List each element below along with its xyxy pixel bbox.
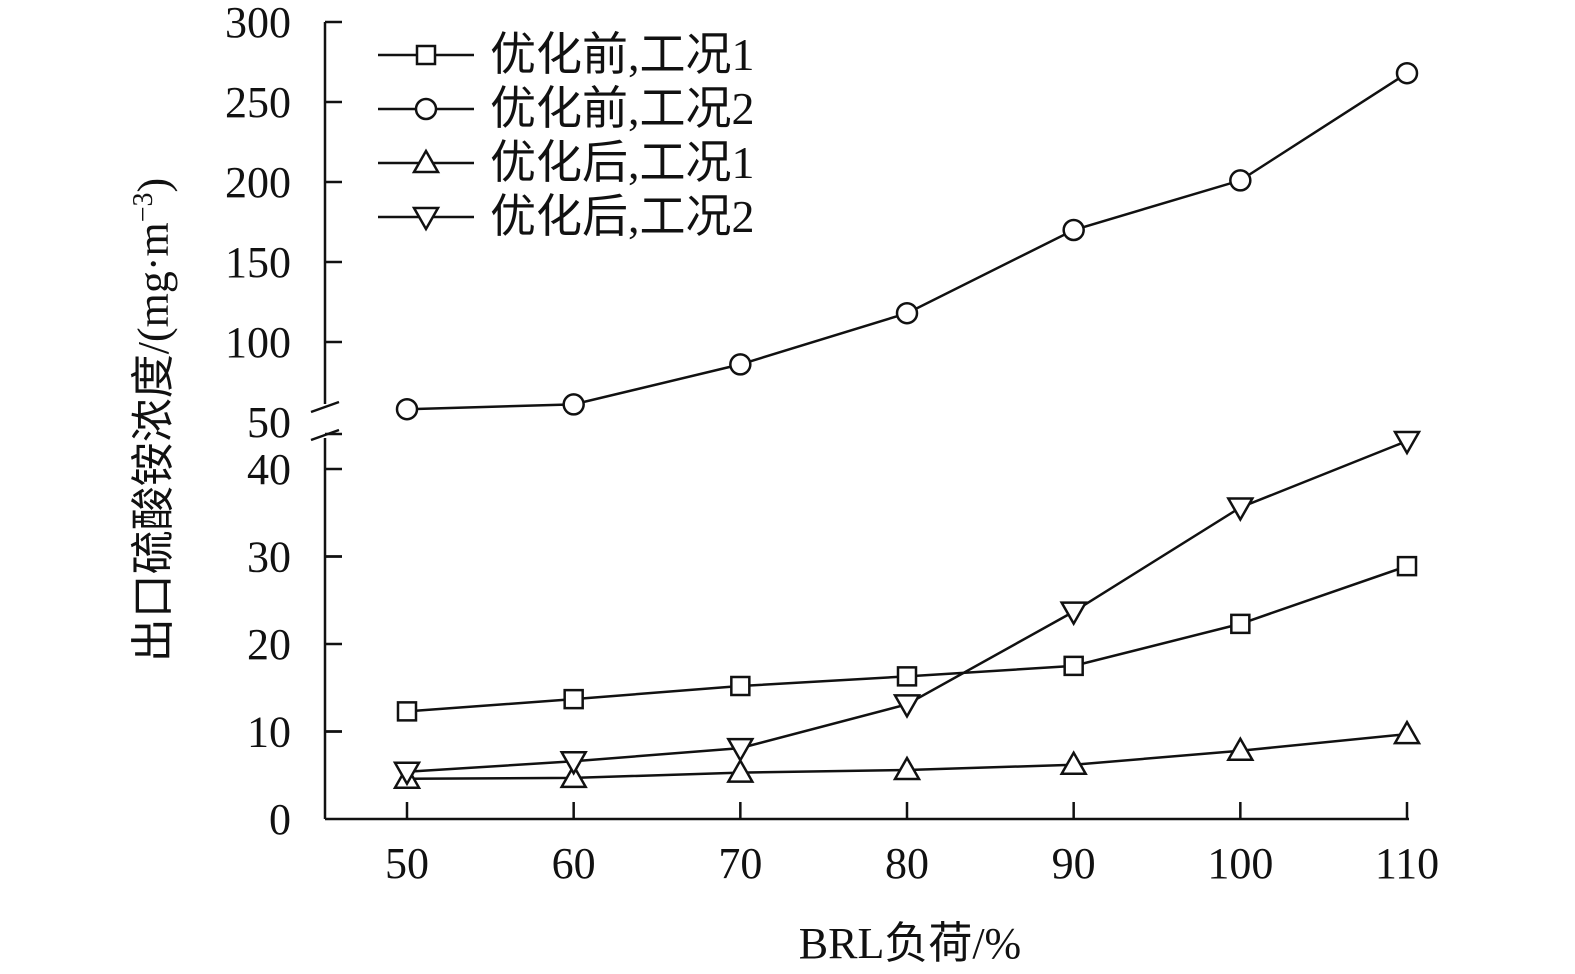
- data-point-circle: [1229, 169, 1252, 192]
- x-tick-label: 60: [552, 839, 596, 888]
- y-tick-label: 10: [247, 708, 291, 757]
- x-axis-title: BRL负荷/%: [799, 919, 1021, 968]
- legend-marker-triangle-down: [411, 206, 441, 232]
- legend-label: 优化后,工况2: [490, 191, 755, 242]
- legend-label: 优化前,工况1: [490, 29, 755, 80]
- data-point-triangle-up: [892, 755, 922, 781]
- y-axis-title-main: 出口硫酸铵浓度/(mg·m: [129, 222, 178, 662]
- data-point-triangle-up: [1392, 719, 1422, 745]
- data-point-circle: [395, 397, 419, 421]
- data-point-triangle-up: [726, 758, 755, 783]
- x-tick-label: 100: [1207, 839, 1273, 888]
- data-point-square: [396, 701, 418, 722]
- x-tick-label: 70: [718, 839, 762, 888]
- x-tick-label: 90: [1052, 839, 1096, 888]
- data-point-square: [896, 666, 918, 687]
- legend-item: 优化前,工况1: [378, 29, 755, 80]
- y-tick-label: 50: [247, 398, 291, 447]
- legend-marker-triangle-up: [411, 148, 441, 174]
- legend-label: 优化前,工况2: [490, 83, 755, 134]
- legend-item: 优化后,工况1: [378, 137, 755, 188]
- x-tick-label: 80: [885, 839, 929, 888]
- data-point-triangle-down: [892, 694, 922, 719]
- series-3: [392, 719, 1422, 789]
- data-point-triangle-down: [1059, 601, 1088, 627]
- data-point-circle: [1395, 61, 1419, 85]
- y-tick-label: 40: [247, 445, 291, 494]
- y-axis-title-close: ): [129, 178, 178, 193]
- series-1: [396, 555, 1418, 722]
- legend-marker-square: [415, 44, 437, 66]
- data-point-triangle-down: [726, 737, 755, 763]
- legend-item: 优化后,工况2: [378, 191, 755, 242]
- y-tick-label: 150: [225, 238, 291, 287]
- data-point-triangle-up: [1059, 750, 1088, 775]
- y-tick-label: 250: [225, 78, 291, 127]
- data-point-triangle-up: [1226, 736, 1255, 761]
- data-point-square: [1063, 655, 1084, 677]
- data-point-square: [730, 675, 751, 697]
- data-point-square: [563, 688, 584, 710]
- x-axis: 50 60 70 80 90 100 110: [325, 802, 1439, 888]
- y-tick-label: 100: [225, 318, 291, 367]
- y-tick-label: 200: [225, 158, 291, 207]
- legend-item: 优化前,工况2: [378, 83, 755, 134]
- y-tick-label: 30: [247, 533, 291, 582]
- data-point-triangle-up: [559, 763, 588, 789]
- data-point-circle: [895, 301, 919, 325]
- series-layer: [392, 61, 1422, 789]
- data-point-circle: [562, 393, 585, 416]
- y-tick-label: 20: [247, 620, 291, 669]
- series-line: [406, 564, 1408, 713]
- data-point-triangle-down: [559, 751, 588, 776]
- data-point-triangle-down: [1392, 430, 1422, 456]
- data-point-triangle-down: [1226, 497, 1255, 523]
- series-line: [406, 439, 1408, 773]
- y-tick-label: 300: [225, 0, 291, 47]
- y-axis-title: 出口硫酸铵浓度/(mg·m−3): [128, 178, 178, 662]
- data-point-square: [1230, 613, 1251, 635]
- y-axis-title-superscript: −3: [128, 192, 159, 222]
- data-point-square: [1396, 555, 1418, 577]
- y-tick-label: 0: [269, 795, 291, 844]
- x-ticks: 50 60 70 80 90 100 110: [385, 802, 1439, 888]
- series-2: [395, 61, 1419, 421]
- data-point-triangle-down: [392, 761, 422, 787]
- series-4: [392, 430, 1422, 787]
- legend-label: 优化后,工况1: [490, 137, 755, 188]
- x-tick-label: 50: [385, 839, 429, 888]
- axis-break-mark-1: [310, 400, 340, 414]
- x-tick-label: 110: [1375, 839, 1439, 888]
- data-point-circle: [1062, 218, 1085, 242]
- legend-marker-circle: [414, 97, 438, 121]
- data-point-circle: [729, 353, 752, 376]
